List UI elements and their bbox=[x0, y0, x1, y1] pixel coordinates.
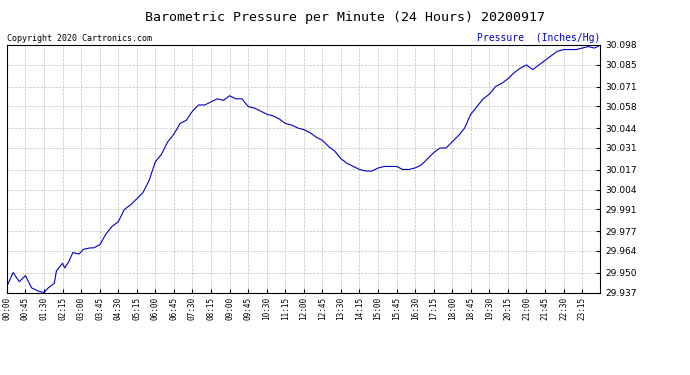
Text: Pressure  (Inches/Hg): Pressure (Inches/Hg) bbox=[477, 33, 600, 42]
Text: Barometric Pressure per Minute (24 Hours) 20200917: Barometric Pressure per Minute (24 Hours… bbox=[145, 11, 545, 24]
Text: Copyright 2020 Cartronics.com: Copyright 2020 Cartronics.com bbox=[7, 33, 152, 42]
